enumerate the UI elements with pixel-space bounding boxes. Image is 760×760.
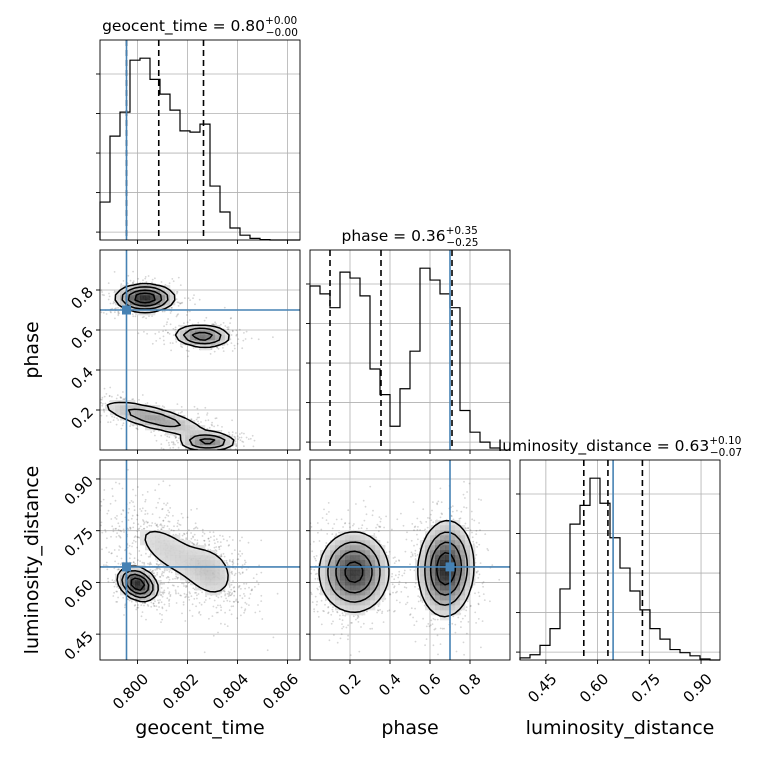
luminosity_distance-x-axis-label: luminosity_distance [526,717,715,739]
luminosity_distance-ytick-label: 0.75 [61,524,97,560]
luminosity_distance-ytick-label: 0.45 [61,627,97,663]
phase-histogram [309,267,510,451]
phase-vs-luminosity_distance-truth-marker [445,562,455,572]
phase-y-axis-label: phase [21,321,43,378]
luminosity_distance-title: luminosity_distance = 0.63+0.10 −0.07 [498,435,742,459]
phase-xtick-label: 0.4 [375,670,405,700]
phase-ytick-label: 0.2 [67,403,97,433]
phase-ytick-label: 0.4 [67,363,97,393]
phase-vs-luminosity_distance-density [310,480,501,656]
luminosity_distance-hist-frame [519,459,721,661]
phase-vs-luminosity_distance-frame [309,459,511,661]
luminosity_distance-xtick-label: 0.45 [524,670,560,706]
geocent_time-histogram [99,57,300,241]
geocent_time-x-axis-label: geocent_time [135,717,264,739]
geocent_time-hist-grid [100,40,300,240]
geocent_time-vs-phase-frame [99,249,301,451]
geocent_time-vs-luminosity_distance-density [100,468,279,654]
phase-ytick-label: 0.6 [67,323,97,353]
phase-xtick-label: 0.2 [335,670,365,700]
luminosity_distance-y-axis-label: luminosity_distance [21,466,43,655]
phase-hist-frame [309,249,511,451]
luminosity_distance-xtick-label: 0.75 [628,670,664,706]
phase-ytick-label: 0.8 [67,283,97,313]
phase-xtick-label: 0.6 [415,670,445,700]
luminosity_distance-ytick-label: 0.90 [61,472,97,508]
geocent_time-hist-frame [99,39,301,241]
geocent_time-xtick-label: 0.802 [159,670,202,713]
phase-x-axis-label: phase [381,717,438,739]
phase-xtick-label: 0.8 [455,670,485,700]
geocent_time-xtick-label: 0.804 [209,670,252,713]
geocent_time-title: geocent_time = 0.80+0.00 −0.00 [102,15,298,39]
geocent_time-vs-luminosity_distance-truth-marker [122,562,131,572]
luminosity_distance-xtick-label: 0.60 [576,670,612,706]
geocent_time-xtick-label: 0.800 [109,670,152,713]
luminosity_distance-xtick-label: 0.90 [679,670,715,706]
geocent_time-vs-phase-truth-marker [122,305,131,315]
luminosity_distance-ytick-label: 0.60 [61,576,97,612]
geocent_time-xtick-label: 0.806 [259,670,302,713]
phase-title: phase = 0.36+0.35 −0.25 [341,225,478,249]
geocent_time-vs-luminosity_distance-frame [99,459,301,661]
luminosity_distance-histogram [519,477,720,661]
